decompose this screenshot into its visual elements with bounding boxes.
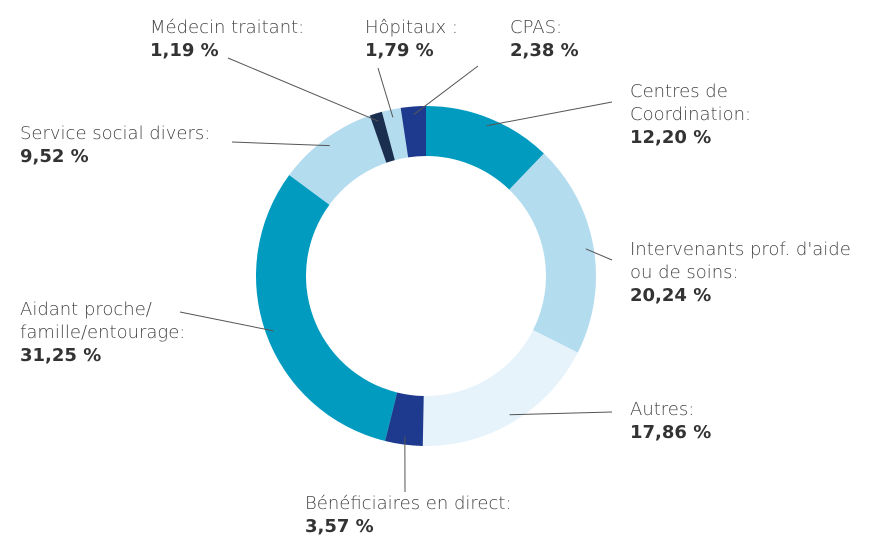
category-label: Médecin traitant: [150, 17, 305, 38]
value-label: 17,86 % [630, 422, 712, 443]
category-label: Service social divers: [20, 123, 211, 144]
category-label: Aidant proche/ famille/entourage: [20, 299, 186, 343]
donut-segment [400, 106, 426, 158]
leader-line [377, 67, 394, 118]
category-label: Intervenants prof. d'aide ou de soins: [630, 239, 851, 283]
leader-line [585, 248, 613, 261]
category-label: Bénéficiaires en direct: [305, 493, 512, 514]
donut-segment [369, 111, 395, 163]
value-label: 20,24 % [630, 285, 712, 306]
leader-line [486, 101, 613, 127]
leader-line [509, 411, 613, 416]
value-label: 1,19 % [150, 40, 219, 61]
segment-label: CPAS: 2,38 % [510, 16, 579, 62]
segment-label: Centres de Coordination: 12,20 % [630, 80, 751, 149]
donut-segment [381, 107, 409, 161]
leader-line [227, 57, 379, 122]
segment-label: Autres: 17,86 % [630, 398, 711, 444]
donut-segment [426, 106, 544, 190]
segment-label: Intervenants prof. d'aide ou de soins: 20… [630, 238, 851, 307]
value-label: 9,52 % [20, 146, 89, 167]
segment-label: Service social divers: 9,52 % [20, 122, 210, 168]
segment-label: Hôpitaux :1,79 % [365, 16, 458, 62]
category-label: Autres: [630, 399, 695, 420]
donut-segment [289, 115, 387, 205]
segment-label: Bénéficiaires en direct: 3,57 % [305, 492, 512, 538]
donut-segment [255, 175, 398, 441]
donut-segment [422, 330, 578, 446]
donut-segment [385, 392, 424, 446]
value-label: 31,25 % [20, 345, 102, 366]
value-label: 12,20 % [630, 127, 712, 148]
value-label: 1,79 % [365, 40, 434, 61]
leader-line [179, 311, 274, 332]
category-label: CPAS: [510, 17, 563, 38]
value-label: 3,57 % [305, 516, 374, 537]
value-label: 2,38 % [510, 40, 579, 61]
segment-label: Médecin traitant: 1,19 % [150, 16, 304, 62]
category-label: Hôpitaux : [365, 17, 458, 38]
donut-segment [509, 153, 596, 353]
leader-line [231, 141, 330, 147]
leader-line [413, 65, 479, 115]
segment-label: Aidant proche/ famille/entourage: 31,25 % [20, 298, 185, 367]
category-label: Centres de Coordination: [630, 81, 752, 125]
